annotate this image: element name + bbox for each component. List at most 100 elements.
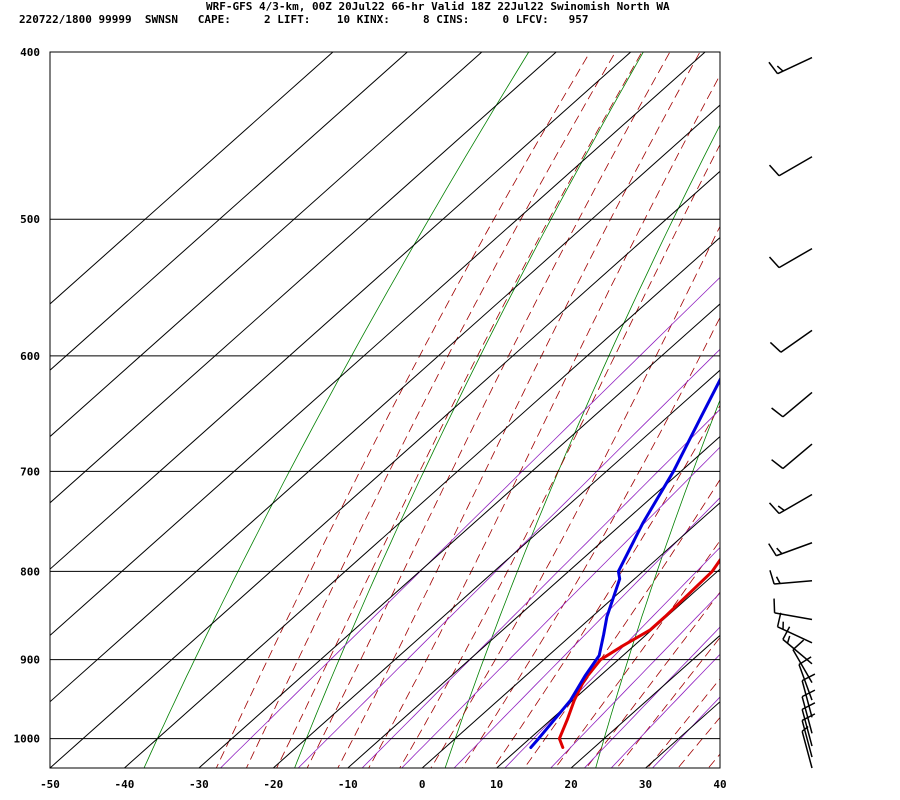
mixing-ratio-line [219,276,720,768]
isotherm-line [198,303,720,768]
isotherm-line [50,104,720,703]
barb-shaft [801,680,813,718]
wind-barb [798,656,813,701]
temperature-axis: -50 -40 -30 -20 -10 0 10 20 30 40 [40,778,727,791]
moist-adiabat [276,52,643,768]
barb-shaft [782,391,813,418]
profiles [529,376,720,749]
moist-adiabat [245,52,616,768]
dry-adiabat [444,124,720,768]
barb-shaft [801,696,813,734]
x-tick-label: -40 [115,778,135,791]
barb-flag [801,725,809,732]
mixing-ratio-line [401,446,720,768]
barb-flag [798,656,812,666]
moist-adiabat [707,753,720,768]
barb-flag [768,61,779,75]
barb-flag [769,341,782,353]
barb-flag [776,612,782,627]
barb-shaft [774,579,813,585]
moist-adiabat [523,478,720,768]
mixing-ratio-line [361,408,720,768]
dry-adiabat [595,398,720,768]
isotherm-line [570,634,720,768]
wind-barb [769,570,813,585]
barb-flag [801,702,816,711]
moist-adiabat [492,404,720,768]
barb-flag [775,576,781,584]
barb-flag [768,164,780,177]
isotherm-line [645,701,720,768]
y-tick-label: 700 [20,465,40,478]
barb-shaft [801,720,813,758]
isotherm-line [50,52,557,504]
isotherm-line [272,369,720,768]
dewpoint-line [529,376,720,749]
isotherm-line [50,170,720,768]
temperature-line [557,557,720,749]
barb-shaft [778,156,813,177]
barb-flag [773,598,776,613]
moist-adiabat [368,74,720,768]
wind-barb [771,443,813,470]
mixing-ratio-line [583,626,720,768]
wind-barb [801,725,813,769]
x-tick-label: 0 [419,778,426,791]
stability-indices: 220722/1800 99999 SWNSN CAPE: 2 LIFT: 10… [19,13,589,26]
x-tick-label: -10 [338,778,358,791]
chart-title: WRF-GFS 4/3-km, 00Z 20Jul22 66-hr Valid … [206,0,670,13]
x-tick-label: -20 [263,778,283,791]
y-tick-label: 600 [20,350,40,363]
barb-shaft [782,443,813,470]
barb-shaft [777,626,813,644]
isotherm-line [50,52,483,438]
isotherm-line [50,52,632,570]
barb-shaft [798,664,813,701]
barb-flag [771,459,784,470]
barb-flag [768,543,777,557]
moist-adiabat [703,0,900,800]
barb-shaft [801,731,813,769]
grid [50,51,720,740]
y-tick-label: 1000 [14,733,41,746]
moist-adiabat [646,678,720,768]
moist-adiabat [337,52,701,768]
barb-flag [801,673,816,682]
isotherm-line [421,502,720,768]
moist-adiabat [554,539,720,768]
y-tick-label: 500 [20,213,40,226]
isotherm-line [50,52,706,637]
wind-barb [768,542,813,557]
barb-flag [769,570,775,585]
dry-adiabat [737,0,900,800]
x-tick-label: 40 [713,778,726,791]
barb-shaft [777,56,813,75]
dry-adiabat [294,52,644,768]
barb-flag [776,547,783,555]
barb-flag [801,689,816,698]
isotherm-line [719,767,720,768]
barb-flag [776,65,784,72]
moist-adiabat [215,52,591,768]
barb-flag [792,639,805,651]
barb-flag [786,635,791,644]
wind-barb [768,247,813,269]
x-tick-label: 30 [639,778,652,791]
mixing-ratio-line [610,653,720,768]
barb-shaft [780,329,813,353]
isotherm-line [50,52,408,371]
isotherm-line [347,435,720,768]
mixing-ratio-line [651,696,720,768]
x-tick-label: 20 [564,778,577,791]
barb-shaft [776,542,813,557]
y-tick-label: 800 [20,565,40,578]
barb-flag [768,502,780,515]
wind-barb [771,391,813,418]
barb-flag [768,256,780,269]
barb-flag [801,713,816,722]
x-tick-label: -50 [40,778,60,791]
barb-shaft [778,247,813,269]
x-tick-label: 10 [490,778,503,791]
wind-barb [801,689,816,734]
y-tick-label: 400 [20,46,40,59]
